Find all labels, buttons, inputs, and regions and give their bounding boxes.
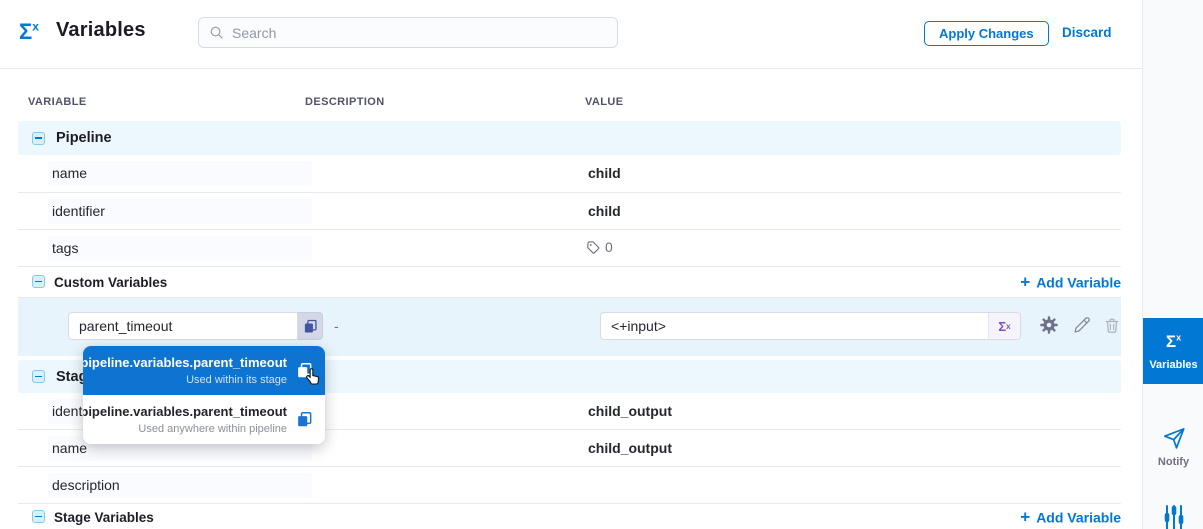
search-input[interactable] [232,24,607,41]
search-box[interactable] [198,17,618,48]
right-sidebar: Σx Variables Notify [1142,0,1203,529]
value-input-group: Σx [600,312,1021,340]
variable-name: tags [52,240,79,256]
sidebar-item-variables[interactable]: Σx Variables [1143,318,1203,384]
dropdown-option-title: pipeline.variables.parent_timeout [83,404,287,419]
dropdown-option-subtitle: Used anywhere within pipeline [138,423,287,435]
copy-icon[interactable] [296,362,313,379]
expression-suggestion-dropdown: pipeline.variables.parent_timeout Used w… [83,346,325,444]
pipeline-section-label: Pipeline [56,130,112,146]
table-row: name child [18,155,1121,193]
tag-icon [586,240,601,255]
paper-plane-icon [1161,424,1187,450]
pipeline-section-row[interactable]: Pipeline [18,121,1121,155]
search-icon [209,25,224,40]
plus-icon: + [1020,272,1031,292]
variable-name: name [52,440,88,456]
add-variable-button[interactable]: + Add Variable [1020,272,1121,292]
column-header-value: VALUE [585,96,624,108]
settings-gear-icon[interactable] [1039,315,1059,340]
variables-sigma-icon: Σx [19,19,39,44]
edit-pencil-icon[interactable] [1072,316,1091,340]
dropdown-option[interactable]: pipeline.variables.parent_timeout Used a… [83,395,325,444]
variable-name: name [52,165,88,181]
dropdown-option-selected[interactable]: pipeline.variables.parent_timeout Used w… [83,346,325,395]
dropdown-option-title: pipeline.variables.parent_timeout [83,355,287,370]
table-row: tags 0 [18,230,1121,267]
sidebar-item-notify[interactable]: Notify [1143,420,1203,472]
column-header-description: DESCRIPTION [305,96,385,108]
tags-count: 0 [586,239,613,255]
copy-icon[interactable] [298,312,323,340]
variable-value: child [588,203,621,219]
discard-link[interactable]: Discard [1062,25,1112,40]
add-variable-button[interactable]: + Add Variable [1020,507,1121,527]
variables-sigma-icon: Σx [1165,331,1182,351]
delete-trash-icon[interactable] [1103,316,1121,340]
variable-name: identifier [52,203,105,219]
variable-name-input[interactable] [68,312,298,340]
plus-icon: + [1020,507,1031,527]
variable-name-cell-bg [48,236,312,261]
variable-name-cell-bg [48,199,312,224]
description-dash: - [334,318,339,334]
collapse-minus-icon[interactable] [32,131,45,145]
dropdown-option-subtitle: Used within its stage [186,374,287,386]
collapse-minus-icon[interactable] [32,370,45,383]
table-row: description [18,467,1121,504]
variable-name: description [52,477,120,493]
page-title: Variables [56,19,146,41]
runtime-value-input[interactable] [601,318,988,334]
custom-variables-label: Custom Variables [54,275,168,290]
top-header: Σx Variables Apply Changes Discard [0,0,1142,69]
column-header-variable: VARIABLE [28,96,87,108]
variable-value: child_output [588,440,672,456]
collapse-minus-icon[interactable] [32,510,45,523]
copy-icon[interactable] [296,411,313,428]
collapse-minus-icon[interactable] [32,275,45,288]
sidebar-item-sliders[interactable] [1143,503,1203,529]
stage-variables-section-row: Stage Variables + Add Variable [18,504,1121,529]
variable-value: child [588,165,621,181]
variable-name-cell-bg [48,473,312,498]
table-row: identifier child [18,193,1121,230]
stage-variables-label: Stage Variables [54,510,154,525]
custom-variables-section-row: Custom Variables + Add Variable [18,267,1121,298]
apply-changes-button[interactable]: Apply Changes [924,21,1049,46]
variable-name-cell-bg [48,161,312,186]
variable-value: child_output [588,403,672,419]
sliders-icon [1162,503,1186,529]
